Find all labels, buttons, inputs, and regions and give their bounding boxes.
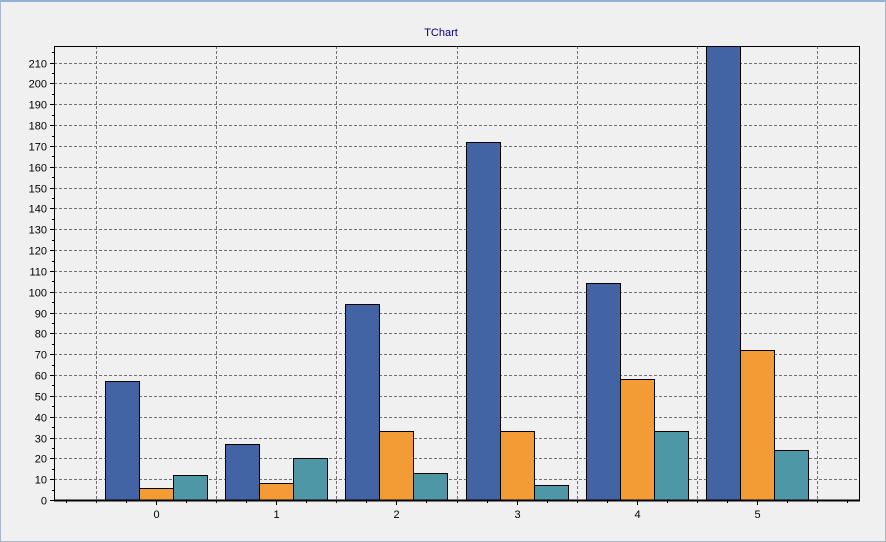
y-tick-label: 10 xyxy=(35,475,47,487)
y-tick-label: 120 xyxy=(29,246,47,258)
y-tick-label: 130 xyxy=(29,225,47,237)
bar xyxy=(345,304,380,501)
x-tick-label: 2 xyxy=(393,509,399,521)
y-tick-label: 80 xyxy=(35,329,47,341)
bars xyxy=(105,46,809,501)
bar xyxy=(173,475,208,501)
y-tick-label: 50 xyxy=(35,392,47,404)
y-tick-label: 160 xyxy=(29,163,47,175)
y-tick-label: 150 xyxy=(29,184,47,196)
y-tick-label: 40 xyxy=(35,413,47,425)
y-tick-label: 170 xyxy=(29,142,47,154)
bar xyxy=(413,473,448,501)
bar xyxy=(586,283,621,501)
y-tick-label: 140 xyxy=(29,204,47,216)
y-tick-label: 70 xyxy=(35,350,47,362)
y-tick-label: 210 xyxy=(29,59,47,71)
x-tick-label: 4 xyxy=(634,509,640,521)
bar xyxy=(466,142,501,501)
bar xyxy=(654,431,689,501)
y-tick-label: 60 xyxy=(35,371,47,383)
bar xyxy=(500,431,535,501)
x-tick-label: 1 xyxy=(273,509,279,521)
bar xyxy=(105,381,140,501)
x-tick-label: 5 xyxy=(754,509,760,521)
bar xyxy=(259,483,294,501)
bar xyxy=(139,488,174,501)
bar xyxy=(534,485,569,501)
y-tick-label: 90 xyxy=(35,309,47,321)
y-tick-label: 100 xyxy=(29,288,47,300)
bar xyxy=(740,350,775,501)
y-tick-label: 0 xyxy=(41,496,47,508)
axes: 0102030405060708090100110120130140150160… xyxy=(29,46,860,521)
y-tick-label: 190 xyxy=(29,100,47,112)
y-tick-label: 110 xyxy=(29,267,47,279)
y-tick-label: 20 xyxy=(35,454,47,466)
bar xyxy=(225,444,260,501)
bar xyxy=(379,431,414,501)
y-tick-label: 200 xyxy=(29,79,47,91)
bar xyxy=(774,450,809,501)
x-tick-label: 3 xyxy=(514,509,520,521)
x-tick-label: 0 xyxy=(153,509,159,521)
chart-title: TChart xyxy=(424,27,458,39)
bar xyxy=(706,46,741,501)
y-tick-label: 30 xyxy=(35,434,47,446)
bar xyxy=(293,458,328,501)
y-tick-label: 180 xyxy=(29,121,47,133)
bar xyxy=(620,379,655,501)
